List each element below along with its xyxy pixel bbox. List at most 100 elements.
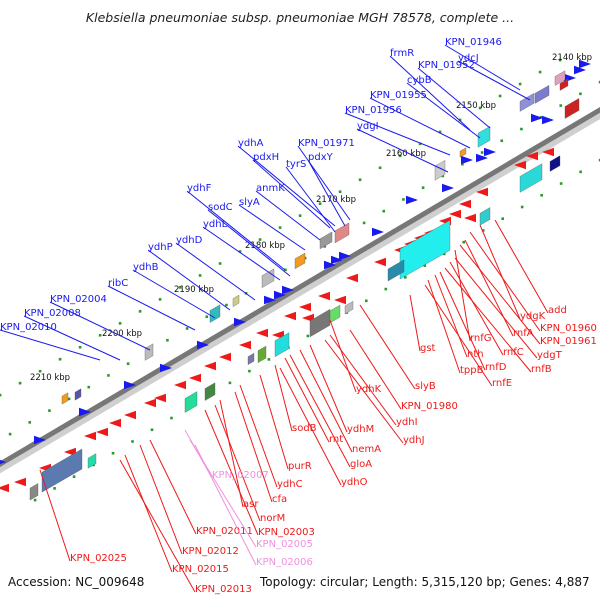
feature-block <box>209 304 221 323</box>
reverse-gene-label: purR <box>288 461 312 472</box>
reverse-gene-label: rnfB <box>531 364 552 375</box>
reverse-gene-label: cfa <box>272 494 287 505</box>
feature-block <box>534 85 550 104</box>
kbp-tick-label: 2160 kbp <box>386 149 426 159</box>
reverse-gene-label: KPN_02003 <box>258 527 315 538</box>
reverse-gene-label-leader <box>464 239 514 337</box>
feature-block <box>559 78 569 91</box>
feature-block <box>519 93 535 112</box>
guide-dot <box>185 327 189 330</box>
guide-dot <box>166 338 169 342</box>
feature-block <box>232 294 240 307</box>
reverse-gene-label: norM <box>260 513 285 524</box>
forward-gene-arrow <box>406 195 418 205</box>
forward-gene-label-leader <box>307 159 346 227</box>
pseudo-gene-label: KPN_02006 <box>256 557 313 568</box>
reverse-gene-arrow <box>526 151 538 161</box>
feature-block <box>319 231 333 250</box>
guide-dot <box>461 162 464 166</box>
forward-gene-label-leader <box>132 269 216 319</box>
reverse-gene-arrow <box>256 328 268 338</box>
guide-dot <box>362 221 366 225</box>
forward-gene-label: KPN_01956 <box>345 105 402 116</box>
feature-block <box>459 147 467 158</box>
guide-dot <box>338 190 342 194</box>
kbp-tick-label: 2200 kbp <box>102 329 142 339</box>
guide-dot <box>67 397 71 401</box>
guide-dot <box>0 393 2 397</box>
guide-dot <box>131 440 134 443</box>
feature-block <box>387 259 405 282</box>
reverse-gene-label-leader <box>329 334 397 426</box>
kbp-tick-label: 2210 kbp <box>30 373 70 383</box>
reverse-gene-label: rnfE <box>492 378 512 389</box>
guide-dot <box>323 245 327 248</box>
forward-gene-label-leader <box>252 159 331 229</box>
forward-gene-label: cybB <box>407 75 432 86</box>
reverse-gene-arrow <box>124 410 136 420</box>
reverse-gene-arrow <box>109 418 121 428</box>
guide-dot <box>72 475 76 478</box>
feature-block <box>329 304 341 324</box>
forward-gene-arrow <box>0 459 6 465</box>
guide-dot <box>458 118 462 122</box>
forward-gene-label-leader <box>417 67 491 129</box>
reverse-gene-label: asr <box>243 499 259 510</box>
forward-gene-arrow <box>324 260 336 270</box>
reverse-gene-arrow <box>189 373 201 383</box>
reverse-gene-label: nemA <box>352 444 381 455</box>
forward-gene-label: pdxY <box>308 152 334 163</box>
feature-block <box>564 98 580 119</box>
kbp-tick-label: 2190 kbp <box>174 285 214 295</box>
kbp-tick-label: 2180 kbp <box>245 241 285 251</box>
feature-block <box>519 163 543 193</box>
forward-gene-arrow <box>579 59 591 69</box>
forward-gene-label-leader <box>0 329 101 361</box>
forward-gene-label-leader <box>107 285 196 331</box>
reverse-gene-label-leader <box>439 271 486 371</box>
guide-dot <box>28 421 32 424</box>
forward-gene-arrow <box>234 317 246 327</box>
reverse-gene-label: KPN_02012 <box>182 546 239 557</box>
guide-dot <box>402 198 405 201</box>
guide-dot <box>178 286 182 289</box>
forward-gene-arrow <box>574 65 586 75</box>
guide-dot <box>539 116 543 119</box>
guide-dot <box>358 178 362 182</box>
guide-dot <box>33 498 37 502</box>
reverse-gene-arrow <box>459 199 471 209</box>
reverse-gene-label: ydgK <box>520 311 546 322</box>
forward-gene-arrow <box>264 295 276 305</box>
feature-block <box>184 391 198 413</box>
guide-dot <box>18 381 22 385</box>
guide-dot <box>87 385 91 389</box>
guide-dot <box>170 416 173 420</box>
forward-gene-label: frmR <box>390 48 414 59</box>
forward-gene-label-leader <box>147 249 231 311</box>
guide-dot <box>306 334 310 338</box>
reverse-gene-label: rnfG <box>470 333 492 344</box>
feature-block <box>61 392 69 405</box>
forward-gene-label-leader <box>356 128 449 173</box>
reverse-gene-label-leader <box>469 231 541 332</box>
reverse-gene-label: tppB <box>460 365 484 376</box>
forward-gene-arrow <box>442 183 454 193</box>
reverse-gene-label: ydhM <box>347 424 374 435</box>
forward-gene-label-leader <box>344 112 451 156</box>
forward-gene-label: anmK <box>256 183 285 194</box>
reverse-gene-arrow <box>514 160 526 170</box>
feature-block <box>41 448 83 493</box>
reverse-gene-arrow <box>0 483 9 493</box>
backbone-shadow <box>0 108 600 474</box>
reverse-gene-label-leader <box>449 261 504 356</box>
reverse-gene-label: gloA <box>350 459 372 470</box>
forward-gene-arrow <box>331 255 343 265</box>
reverse-gene-arrow <box>219 352 231 362</box>
guide-dot <box>481 229 485 232</box>
guide-dot <box>598 80 600 84</box>
reverse-gene-label: ydhC <box>277 479 303 490</box>
reverse-gene-label: gst <box>420 343 436 354</box>
guide-dot <box>318 202 322 205</box>
forward-gene-arrow <box>274 290 286 300</box>
